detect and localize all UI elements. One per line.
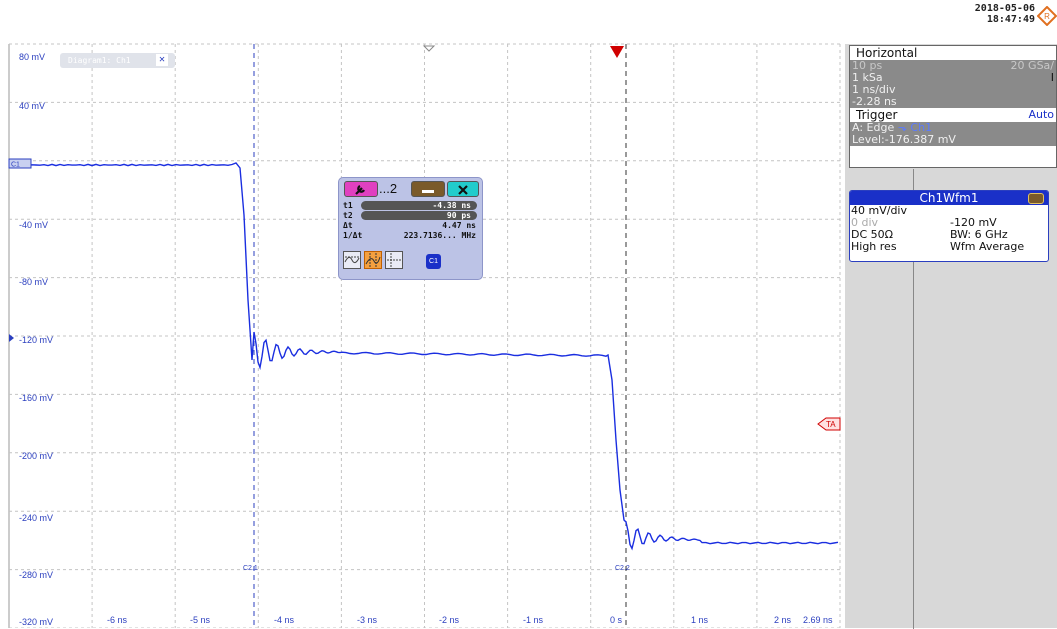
x-tick-label: 2 ns [774, 615, 792, 625]
horizontal-cursor-icon [344, 256, 360, 264]
inverse-delta-t-label: 1/Δt [343, 231, 363, 240]
y-tick-label: -200 mV [19, 451, 54, 461]
horizontal-settings[interactable]: 10 ps 20 GSa/ 1 kSa I 1 ns/div -2.28 ns [850, 60, 1056, 108]
t2-label: t2 [343, 211, 353, 220]
minimize-icon[interactable] [1028, 193, 1044, 204]
y-tick-label: 40 mV [19, 101, 46, 111]
cursor-2-label: C2.2 [615, 565, 630, 572]
vertical-scale-value: 40 mV/div [851, 204, 907, 217]
horizontal-cursor-button[interactable] [343, 251, 361, 269]
both-cursor-button[interactable] [385, 251, 403, 269]
waveform-trace [11, 162, 839, 551]
y-tick-label: -40 mV [19, 220, 49, 230]
x-tick-label: -4 ns [274, 615, 295, 625]
cursor-dialog-title: ...2 [379, 181, 398, 196]
trigger-level-marker[interactable] [817, 417, 841, 431]
delta-t-label: Δt [343, 221, 353, 230]
both-cursor-icon [387, 253, 401, 267]
y-tick-label: -120 mV [19, 335, 54, 345]
t2-slider[interactable]: 90 ps [361, 211, 477, 220]
t1-label: t1 [343, 201, 353, 210]
level-marker-left [9, 334, 14, 342]
x-tick-label: 1 ns [691, 615, 709, 625]
bandwidth-value: BW: 6 GHz [950, 228, 1008, 241]
record-length-suffix: I [1050, 71, 1054, 84]
y-tick-label: -280 mV [19, 570, 54, 580]
waveform-title: Ch1Wfm1 [919, 191, 979, 205]
trigger-level-marker-label: TA [826, 420, 836, 429]
vertical-cursor-button[interactable] [364, 251, 382, 269]
y-tick-label: -320 mV [19, 617, 54, 627]
horizontal-offset-value: -2.28 ns [852, 95, 897, 108]
scope-diagram[interactable]: C1 TA [0, 0, 845, 628]
y-tick-label: -240 mV [19, 513, 54, 523]
diagram-close-icon[interactable]: ✕ [156, 54, 168, 66]
delta-t-value: 4.47 ns [442, 221, 476, 230]
t1-value: -4.38 ns [432, 201, 471, 210]
falling-edge-icon: ⬎ [897, 121, 907, 134]
cursor-settings-button[interactable] [344, 181, 378, 197]
cursor-results-dialog[interactable]: ...2 t1 -4.38 ns t2 90 ps Δt 4.47 ns 1/Δ… [338, 177, 483, 280]
horizontal-trigger-panel[interactable]: Horizontal 10 ps 20 GSa/ 1 kSa I 1 ns/div … [849, 45, 1057, 168]
decimation-value: High res [851, 240, 897, 253]
grid [8, 43, 841, 628]
trigger-header[interactable]: Trigger Auto [850, 108, 1056, 122]
rohde-schwarz-logo-icon: R [1037, 6, 1057, 26]
offset-value: -120 mV [950, 216, 997, 229]
trigger-title: Trigger [856, 108, 898, 122]
y-tick-label: -160 mV [19, 393, 54, 403]
diagram-tab-label: Diagram1: Ch1 [68, 56, 131, 65]
cursor-1-label: C2.1 [243, 565, 258, 572]
y-tick-label: 80 mV [19, 52, 46, 62]
y-tick-label: -80 mV [19, 277, 49, 287]
x-tick-label: -2 ns [439, 615, 460, 625]
trigger-settings[interactable]: A: Edge ⬎ Ch1 Level:-176.387 mV [850, 122, 1056, 146]
minimize-icon [422, 190, 434, 193]
sample-rate-value: 20 GSa/ [1010, 59, 1054, 72]
cursor-source-button[interactable]: C1 [426, 254, 441, 269]
vertical-cursor-icon [365, 253, 381, 267]
x-tick-label: -1 ns [523, 615, 544, 625]
cursor-source-label: C1 [429, 258, 438, 265]
timebase-value: 1 ns/div [852, 83, 896, 96]
trigger-mode-value: Auto [1028, 108, 1054, 121]
position-value: 0 div [851, 216, 879, 229]
minimize-button[interactable] [411, 181, 445, 197]
x-tick-label: -5 ns [190, 615, 211, 625]
coupling-value: DC 50Ω [851, 228, 894, 241]
trigger-position-marker[interactable] [610, 46, 624, 58]
diagram-tab[interactable]: Diagram1: Ch1 ✕ [60, 53, 175, 68]
signal-bar-divider [913, 169, 914, 629]
t1-slider[interactable]: -4.38 ns [361, 201, 477, 210]
arithmetic-value: Wfm Average [950, 240, 1025, 253]
x-tick-label: 2.69 ns [803, 615, 833, 625]
timestamp-time: 18:47:49 [986, 14, 1035, 25]
timestamp-date: 2018-05-06 [974, 3, 1035, 14]
resolution-value: 10 ps [852, 59, 883, 72]
wrench-icon [355, 185, 365, 195]
inverse-delta-t-value: 223.7136... MHz [403, 231, 476, 240]
trigger-source-value: Ch1 [910, 121, 933, 134]
x-tick-label: 0 s [610, 615, 623, 625]
x-tick-label: -6 ns [107, 615, 128, 625]
ch1-offset-marker[interactable] [8, 158, 32, 169]
trigger-type-value: A: Edge [852, 121, 895, 134]
close-dialog-button[interactable] [447, 181, 479, 197]
record-length-value: 1 kSa [852, 71, 883, 84]
ch1-offset-marker-label: C1 [11, 162, 20, 169]
reference-marker [422, 45, 436, 52]
trigger-level-value: Level:-176.387 mV [852, 133, 956, 146]
t2-value: 90 ps [446, 211, 471, 220]
svg-text:R: R [1044, 12, 1050, 21]
x-tick-label: -3 ns [357, 615, 378, 625]
channel-waveform-box[interactable]: Ch1Wfm1 40 mV/div 0 div -120 mV DC 50Ω BW:… [849, 190, 1049, 262]
horizontal-title[interactable]: Horizontal [850, 46, 1056, 60]
timestamp: 2018-05-06 18:47:49 [975, 3, 1035, 25]
waveform-box-header[interactable]: Ch1Wfm1 [850, 191, 1048, 205]
close-icon [458, 185, 468, 195]
